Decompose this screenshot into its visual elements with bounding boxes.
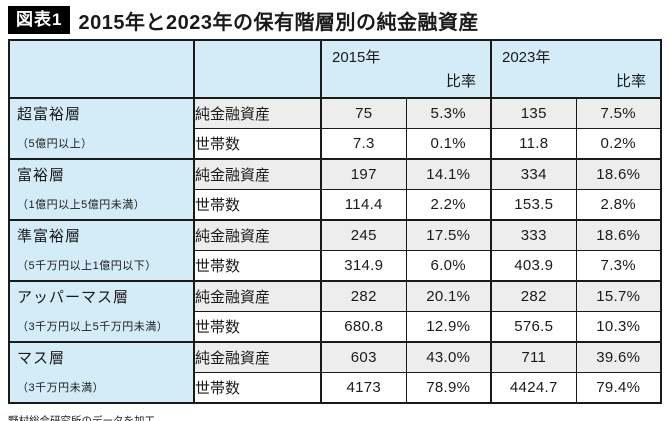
ratio-2023: 18.6% <box>575 158 662 190</box>
ratio-2023: 0.2% <box>575 128 662 160</box>
ratio-2015: 12.9% <box>405 311 492 343</box>
ratio-2023: 18.6% <box>575 219 662 251</box>
table-row: 世帯数 680.8 12.9% 576.5 10.3% <box>9 311 662 343</box>
metric-label: 純金融資産 <box>193 158 322 190</box>
header-year-2015: 2015年 比率 <box>320 39 492 99</box>
value-2023: 711 <box>490 341 577 373</box>
tier-range: （3千万円未満） <box>17 381 105 394</box>
ratio-2023: 39.6% <box>575 341 662 373</box>
value-2023: 4424.7 <box>490 372 577 404</box>
tier-name: 超富裕層 <box>17 106 82 123</box>
table-row: 世帯数 314.9 6.0% 403.9 7.3% <box>9 250 662 282</box>
wealth-tier-table: 2015年 比率 2023年 比率 超富裕層 （5億円以上） 純金融資産 75 … <box>8 39 662 404</box>
source-note: 野村総合研究所のデータを加工 <box>8 415 155 421</box>
tier-name: 準富裕層 <box>17 228 82 245</box>
figure-title: 2015年と2023年の保有階層別の純金融資産 <box>78 11 479 34</box>
table-row: マス層 （3千万円未満） 純金融資産 603 43.0% 711 39.6% <box>8 341 662 404</box>
table-row: 世帯数 114.4 2.2% 153.5 2.8% <box>9 189 662 221</box>
ratio-2015: 14.1% <box>405 158 492 190</box>
value-2023: 11.8 <box>490 128 577 160</box>
metric-label: 純金融資産 <box>193 97 322 129</box>
value-2015: 680.8 <box>320 311 407 343</box>
metric-label: 世帯数 <box>193 189 322 221</box>
tier-cell: アッパーマス層 （3千万円以上5千万円未満） <box>8 280 195 343</box>
tier-cell: マス層 （3千万円未満） <box>8 341 195 404</box>
value-2015: 7.3 <box>320 128 407 160</box>
tier-cell: 準富裕層 （5千万円以上1億円以下） <box>8 219 195 282</box>
tier-range: （5千万円以上1億円以下） <box>17 259 157 272</box>
value-2015: 282 <box>320 280 407 312</box>
value-2023: 135 <box>490 97 577 129</box>
header-tier-cell <box>8 39 195 99</box>
value-2015: 114.4 <box>320 189 407 221</box>
value-2015: 197 <box>320 158 407 190</box>
ratio-2023: 15.7% <box>575 280 662 312</box>
ratio-2015: 43.0% <box>405 341 492 373</box>
ratio-2015: 5.3% <box>405 97 492 129</box>
table-header-row: 2015年 比率 2023年 比率 <box>8 39 662 99</box>
metric-label: 世帯数 <box>193 128 322 160</box>
value-2023: 153.5 <box>490 189 577 221</box>
ratio-2023-label: 比率 <box>615 73 646 90</box>
tier-cell: 超富裕層 （5億円以上） <box>8 97 195 160</box>
ratio-2015: 2.2% <box>405 189 492 221</box>
value-2015: 245 <box>320 219 407 251</box>
value-2023: 282 <box>490 280 577 312</box>
figure-badge: 図表1 <box>8 6 71 34</box>
tier-range: （1億円以上5億円未満） <box>17 198 146 211</box>
metric-label: 純金融資産 <box>193 341 322 373</box>
value-2015: 314.9 <box>320 250 407 282</box>
tier-name: アッパーマス層 <box>17 289 130 306</box>
year-2015-label: 2015年 <box>332 49 381 66</box>
value-2023: 333 <box>490 219 577 251</box>
table-row: 超富裕層 （5億円以上） 純金融資産 75 5.3% 135 7.5% <box>8 97 662 160</box>
metric-label: 世帯数 <box>193 311 322 343</box>
value-2015: 4173 <box>320 372 407 404</box>
figure-header: 図表1 2015年と2023年の保有階層別の純金融資産 <box>8 6 670 34</box>
tier-range: （5億円以上） <box>17 137 93 150</box>
value-2023: 576.5 <box>490 311 577 343</box>
metric-label: 純金融資産 <box>193 280 322 312</box>
ratio-2023: 2.8% <box>575 189 662 221</box>
value-2023: 334 <box>490 158 577 190</box>
ratio-2023: 7.5% <box>575 97 662 129</box>
value-2015: 603 <box>320 341 407 373</box>
ratio-2015: 0.1% <box>405 128 492 160</box>
table-row: 世帯数 7.3 0.1% 11.8 0.2% <box>9 128 662 160</box>
table-row: 世帯数 4173 78.9% 4424.7 79.4% <box>9 372 662 404</box>
ratio-2015-label: 比率 <box>445 73 476 90</box>
ratio-2015: 6.0% <box>405 250 492 282</box>
ratio-2015: 78.9% <box>405 372 492 404</box>
ratio-2023: 10.3% <box>575 311 662 343</box>
value-2023: 403.9 <box>490 250 577 282</box>
metric-label: 純金融資産 <box>193 219 322 251</box>
table-row: アッパーマス層 （3千万円以上5千万円未満） 純金融資産 282 20.1% 2… <box>8 280 662 343</box>
tier-cell: 富裕層 （1億円以上5億円未満） <box>8 158 195 221</box>
table-row: 富裕層 （1億円以上5億円未満） 純金融資産 197 14.1% 334 18.… <box>8 158 662 221</box>
header-year-2023: 2023年 比率 <box>490 39 662 99</box>
metric-label: 世帯数 <box>193 372 322 404</box>
tier-name: 富裕層 <box>17 167 66 184</box>
ratio-2015: 20.1% <box>405 280 492 312</box>
value-2015: 75 <box>320 97 407 129</box>
metric-label: 世帯数 <box>193 250 322 282</box>
ratio-2015: 17.5% <box>405 219 492 251</box>
tier-range: （3千万円以上5千万円未満） <box>17 320 169 333</box>
year-2023-label: 2023年 <box>502 49 551 66</box>
tier-name: マス層 <box>17 350 66 367</box>
header-metric-cell <box>193 39 322 99</box>
table-row: 準富裕層 （5千万円以上1億円以下） 純金融資産 245 17.5% 333 1… <box>8 219 662 282</box>
ratio-2023: 79.4% <box>575 372 662 404</box>
ratio-2023: 7.3% <box>575 250 662 282</box>
